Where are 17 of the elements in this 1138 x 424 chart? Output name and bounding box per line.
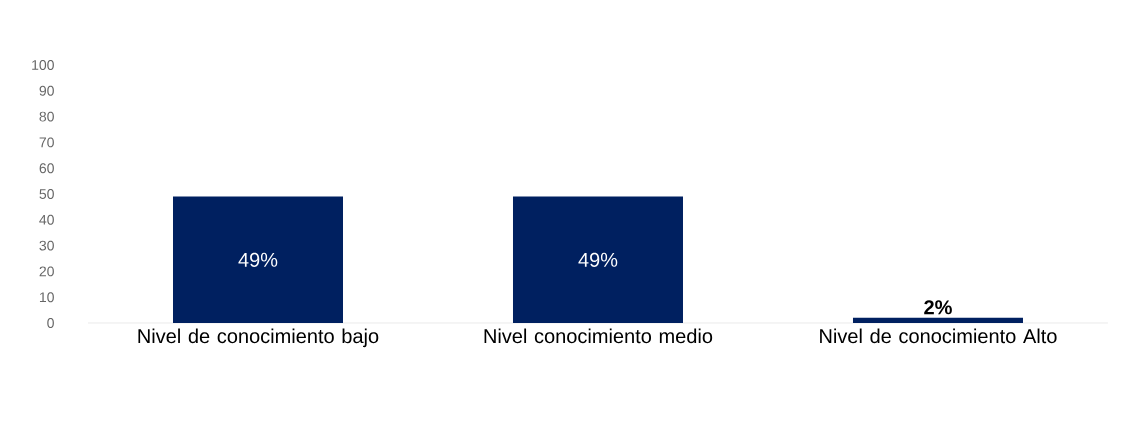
y-tick-label: 90: [39, 85, 54, 96]
data-label: 49%: [578, 252, 618, 267]
y-tick-label: 100: [32, 60, 54, 70]
data-label: 2%: [924, 300, 952, 315]
y-tick-label: 40: [39, 214, 54, 225]
data-label: 49%: [238, 252, 278, 267]
y-tick-label: 10: [39, 292, 54, 303]
y-tick-label: 60: [39, 163, 54, 174]
y-tick-label: 50: [39, 189, 54, 199]
y-tick-label: 80: [39, 111, 54, 122]
x-tick-label: Nivel de conocimiento bajo: [138, 328, 379, 348]
y-tick-label: 0: [47, 318, 54, 328]
y-tick-label: 30: [39, 240, 54, 251]
x-tick-label: Nivel conocimiento medio: [484, 328, 713, 344]
y-tick-label: 70: [39, 137, 54, 148]
y-tick-label: 20: [39, 266, 54, 277]
x-tick-label: Nivel de conocimiento Alto: [820, 328, 1057, 344]
